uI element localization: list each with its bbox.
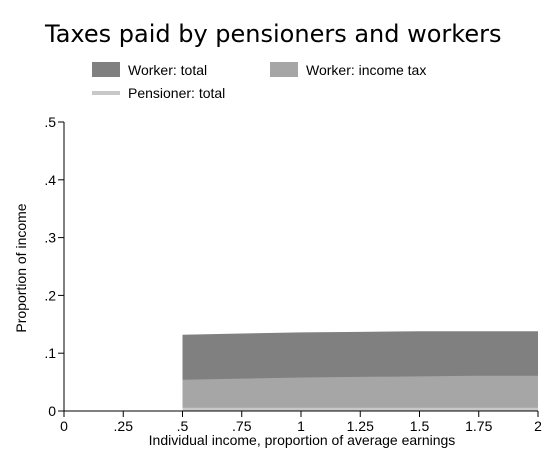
plot-area <box>182 331 538 411</box>
y-tick-label: .4 <box>44 172 56 188</box>
x-tick-label: 1 <box>297 418 305 434</box>
axes: 0 .1 .2 .3 .4 .5 0 .25 .5 .75 1 1.25 1.5 1.75 2 <box>44 114 542 434</box>
y-tick-label: 0 <box>48 403 56 419</box>
legend: Worker: total Worker: income tax Pensioner… <box>92 62 426 101</box>
chart-title: Taxes paid by pensioners and workers <box>45 20 502 48</box>
x-tick-label: 1.25 <box>347 418 374 434</box>
legend-label: Worker: income tax <box>306 62 426 78</box>
x-tick-label: .5 <box>177 418 189 434</box>
y-tick-label: .1 <box>44 345 56 361</box>
legend-label: Pensioner: total <box>128 85 225 101</box>
x-tick-label: .25 <box>114 418 134 434</box>
x-tick-label: 1.5 <box>410 418 430 434</box>
legend-swatch <box>92 62 120 77</box>
y-tick-label: .2 <box>44 287 56 303</box>
y-tick-label: .3 <box>44 230 56 246</box>
area-series-2 <box>182 375 538 411</box>
x-axis-label: Individual income, proportion of average… <box>149 432 456 448</box>
x-tick-label: 2 <box>534 418 542 434</box>
y-tick-label: .5 <box>44 114 56 130</box>
x-tick-label: .75 <box>232 418 252 434</box>
legend-label: Worker: total <box>128 62 207 78</box>
x-tick-label: 0 <box>60 418 68 434</box>
y-axis-label: Proportion of income <box>13 203 29 332</box>
x-tick-label: 1.75 <box>465 418 492 434</box>
legend-swatch <box>270 62 298 77</box>
